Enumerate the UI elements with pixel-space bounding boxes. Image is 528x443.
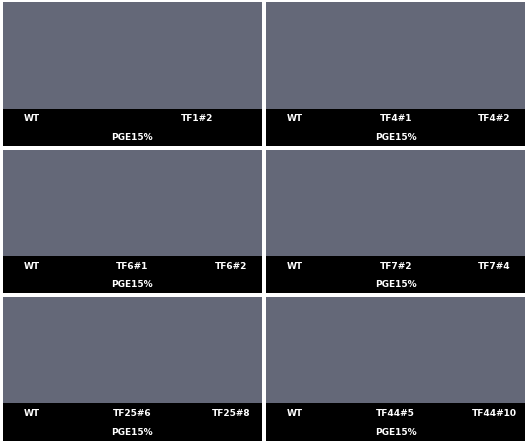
FancyBboxPatch shape <box>266 109 525 129</box>
Text: TF6#2: TF6#2 <box>214 261 247 271</box>
FancyBboxPatch shape <box>266 150 525 256</box>
FancyBboxPatch shape <box>3 276 262 293</box>
FancyBboxPatch shape <box>3 129 262 146</box>
FancyBboxPatch shape <box>266 424 525 441</box>
FancyBboxPatch shape <box>3 109 262 129</box>
FancyBboxPatch shape <box>3 150 262 256</box>
Text: TF25#6: TF25#6 <box>113 409 152 418</box>
Text: TF4#1: TF4#1 <box>380 114 412 123</box>
Text: TF44#10: TF44#10 <box>472 409 517 418</box>
Text: TF1#2: TF1#2 <box>181 114 213 123</box>
FancyBboxPatch shape <box>266 404 525 424</box>
FancyBboxPatch shape <box>3 297 262 404</box>
Text: TF7#2: TF7#2 <box>380 261 412 271</box>
FancyBboxPatch shape <box>266 2 525 109</box>
Text: PGE15%: PGE15% <box>375 280 417 289</box>
Text: TF6#1: TF6#1 <box>116 261 148 271</box>
FancyBboxPatch shape <box>266 256 525 276</box>
Text: PGE15%: PGE15% <box>111 133 153 142</box>
Text: WT: WT <box>23 409 40 418</box>
Text: TF44#5: TF44#5 <box>376 409 415 418</box>
Text: WT: WT <box>23 114 40 123</box>
FancyBboxPatch shape <box>3 424 262 441</box>
Text: WT: WT <box>23 261 40 271</box>
Text: TF25#8: TF25#8 <box>212 409 250 418</box>
Text: WT: WT <box>287 409 303 418</box>
Text: WT: WT <box>287 261 303 271</box>
Text: WT: WT <box>287 114 303 123</box>
Text: TF7#4: TF7#4 <box>478 261 511 271</box>
FancyBboxPatch shape <box>3 404 262 424</box>
FancyBboxPatch shape <box>266 276 525 293</box>
FancyBboxPatch shape <box>3 256 262 276</box>
FancyBboxPatch shape <box>3 2 262 109</box>
FancyBboxPatch shape <box>266 129 525 146</box>
Text: TF4#2: TF4#2 <box>478 114 511 123</box>
Text: PGE15%: PGE15% <box>111 280 153 289</box>
Text: PGE15%: PGE15% <box>111 427 153 437</box>
Text: PGE15%: PGE15% <box>375 133 417 142</box>
FancyBboxPatch shape <box>266 297 525 404</box>
Text: PGE15%: PGE15% <box>375 427 417 437</box>
